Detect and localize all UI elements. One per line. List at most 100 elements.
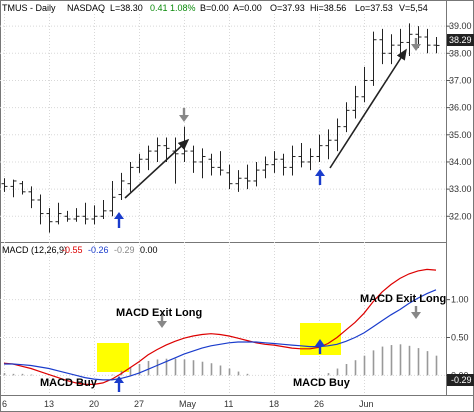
price-bar — [334, 118, 341, 152]
header-open: O=37.93 — [270, 3, 305, 13]
header-symbol: TMUS - Daily — [2, 3, 56, 13]
price-tick-label: 37.00 — [449, 75, 472, 85]
price-bar — [406, 23, 413, 57]
price-tick-label: 39.00 — [449, 21, 472, 31]
price-bar — [424, 28, 431, 54]
price-bar — [271, 151, 278, 173]
macd-exit-arrow-2 — [411, 306, 421, 319]
price-tick-label: 35.00 — [449, 130, 472, 140]
price-buy-arrow-2 — [315, 169, 325, 185]
price-bar — [226, 164, 233, 190]
price-bar — [118, 172, 125, 200]
macd-zero-value: 0.00 — [140, 245, 158, 255]
trend-arrow-2 — [329, 48, 407, 169]
price-last-badge: 38.29 — [449, 35, 472, 45]
price-axis-ticks: 39.00 38.00 37.00 36.00 35.00 34.00 33.00 32.00 — [446, 21, 472, 221]
price-exit-arrow-1 — [179, 108, 189, 122]
price-bar — [352, 85, 359, 119]
price-bar — [100, 199, 107, 219]
header-ask: A=0.00 — [233, 3, 262, 13]
price-last-badge-bg — [447, 34, 474, 46]
price-bar — [325, 129, 332, 160]
price-bar — [109, 180, 116, 217]
price-bar — [433, 37, 440, 54]
price-tick-label: 32.00 — [449, 211, 472, 221]
header-high: Hi=38.56 — [310, 3, 346, 13]
price-bar — [217, 151, 224, 176]
macd-buy-arrow-1 — [114, 376, 124, 392]
price-bar — [10, 179, 17, 198]
macd-last-badge: -0.29 — [451, 375, 472, 385]
time-axis-label: 18 — [269, 399, 279, 409]
price-bar — [46, 208, 53, 233]
price-bar — [199, 148, 206, 179]
price-bar — [262, 156, 269, 179]
time-axis-labels: 6 13 20 27 May 11 18 26 Jun — [2, 399, 374, 409]
macd-tick-label: 0.50 — [451, 332, 469, 342]
macd-last-badge-bg — [447, 374, 474, 386]
price-tick-label: 36.00 — [449, 103, 472, 113]
buy-highlight-1 — [97, 343, 129, 372]
price-bar — [73, 208, 80, 222]
price-bar — [316, 134, 323, 162]
time-axis-label: 6 — [2, 399, 7, 409]
price-tick-label: 33.00 — [449, 184, 472, 194]
macd-value: -0.55 — [62, 245, 83, 255]
header-volume: V=5,54 — [399, 3, 428, 13]
price-tick-label: 38.00 — [449, 48, 472, 58]
price-bar — [91, 205, 98, 225]
macd-signal-value: -0.26 — [88, 245, 109, 255]
price-bar — [244, 164, 251, 190]
price-bar — [289, 145, 296, 176]
time-axis-label: 20 — [89, 399, 99, 409]
price-bar — [163, 137, 170, 162]
price-bar — [208, 153, 215, 176]
header-low: Lo=37.53 — [355, 3, 393, 13]
price-bar — [388, 34, 395, 65]
price-bar — [1, 178, 8, 192]
header-last: L=38.30 — [110, 3, 143, 13]
price-bar — [82, 202, 89, 225]
header-exchange: NASDAQ — [67, 3, 105, 13]
price-bar — [28, 186, 35, 209]
macd-tick-label: 1.00 — [451, 295, 469, 305]
price-bar — [235, 170, 242, 192]
macd-exit-arrow-1 — [157, 314, 167, 328]
price-bar — [64, 210, 71, 222]
price-bar — [154, 137, 161, 162]
horizontal-gridlines — [0, 25, 446, 376]
macd-exit-long-label-1: MACD Exit Long — [116, 307, 202, 319]
price-bar — [136, 153, 143, 173]
price-bar — [127, 161, 134, 192]
macd-buy-label-2: MACD Buy — [293, 377, 351, 389]
price-bar — [361, 66, 368, 103]
price-bar — [298, 142, 305, 168]
trend-arrow-1 — [124, 138, 190, 199]
price-bar — [145, 145, 152, 171]
time-axis-label: Jun — [359, 399, 374, 409]
time-axis-label: 27 — [134, 399, 144, 409]
macd-buy-arrow-2 — [315, 339, 325, 354]
macd-label: MACD (12,26,9) — [2, 245, 67, 255]
price-bar — [190, 145, 197, 173]
price-tick-label: 34.00 — [449, 157, 472, 167]
price-bar — [37, 194, 44, 225]
header-change-pct: 1.08% — [170, 3, 196, 13]
header-bid: B=0.00 — [200, 3, 229, 13]
price-bar — [379, 28, 386, 65]
macd-buy-label-1: MACD Buy — [40, 377, 98, 389]
price-bar — [19, 180, 26, 195]
time-axis-label: May — [179, 399, 197, 409]
price-bar — [253, 161, 260, 187]
price-buy-arrow-1 — [114, 212, 124, 228]
header-change: 0.41 — [150, 3, 168, 13]
price-bar — [280, 153, 287, 176]
macd-hist-value: -0.29 — [114, 245, 135, 255]
price-exit-arrow-2 — [411, 38, 421, 51]
macd-line — [3, 268, 437, 385]
time-axis-label: 13 — [44, 399, 54, 409]
price-bar — [370, 31, 377, 86]
price-bar — [343, 102, 350, 133]
